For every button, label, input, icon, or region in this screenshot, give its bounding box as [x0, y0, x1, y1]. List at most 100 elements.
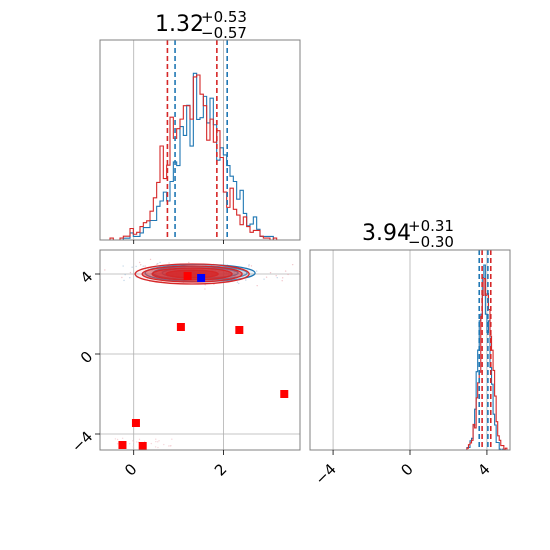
joint-sample-point: [284, 270, 287, 272]
joint-sample-point: [255, 270, 258, 272]
joint-grid: [100, 250, 300, 450]
red-marker-6: [183, 272, 192, 280]
joint-sample-point: [114, 438, 117, 440]
top-hist-blue: [100, 72, 300, 240]
joint-sample-point: [138, 261, 141, 264]
right-grid: [332, 250, 488, 450]
joint-sample-point: [250, 265, 253, 267]
red-marker-1: [235, 326, 244, 334]
joint-sample-point: [238, 282, 240, 285]
top-hist-red: [100, 74, 300, 240]
joint-xtick-label-1: 2: [211, 460, 230, 479]
joint-sample-point: [269, 271, 272, 274]
joint-sample-point: [138, 438, 141, 441]
joint-ytick-label-2: −4: [68, 428, 96, 456]
red-marker-0: [176, 323, 185, 331]
joint-sample-point: [149, 258, 152, 261]
joint-sample-point: [168, 262, 170, 264]
joint-sample-point: [236, 281, 239, 283]
right-title: 3.94: [362, 221, 411, 246]
joint-sample-point: [121, 437, 124, 439]
joint-sample-point: [151, 270, 153, 272]
joint-sample-point: [129, 277, 131, 279]
red-marker-5: [138, 442, 147, 450]
joint-sample-point: [123, 279, 125, 282]
right-hist-blue: [310, 264, 510, 450]
joint-sample-point: [104, 269, 106, 271]
joint-sample-point: [248, 264, 250, 266]
joint-sample-point: [142, 265, 144, 267]
joint-sample-point: [169, 445, 171, 447]
joint-sample-point: [275, 275, 277, 277]
joint-sample-point: [131, 266, 133, 268]
red-marker-4: [118, 441, 127, 449]
joint-sample-point: [132, 446, 134, 448]
joint-sample-point: [133, 441, 135, 443]
joint-ytick-label-1: 0: [77, 348, 96, 367]
joint-sample-point: [281, 277, 284, 279]
joint-sample-point: [155, 438, 157, 440]
right-xtick-label-1: 0: [397, 460, 416, 479]
joint-sample-point: [287, 273, 289, 276]
right-xtick-label-0: −4: [312, 460, 340, 488]
top-title-plus: +0.53: [201, 8, 247, 26]
joint-sample-point: [276, 276, 278, 279]
joint-xtick-label-0: 0: [121, 460, 140, 479]
joint-sample-point: [248, 265, 250, 267]
joint-sample-point: [129, 271, 132, 274]
joint-sample-point: [116, 443, 119, 445]
joint-sample-point: [256, 284, 258, 287]
joint-panel-frame: [99, 249, 301, 451]
joint-sample-point: [233, 271, 236, 273]
joint-panel: 0 2 4 0 −4: [68, 249, 301, 480]
joint-sample-point: [157, 446, 159, 449]
joint-sample-point: [157, 441, 159, 443]
joint-sample-point: [132, 440, 134, 442]
right-title-plus: +0.31: [408, 217, 454, 235]
joint-sample-point: [281, 280, 283, 282]
joint-sample-point: [146, 272, 148, 275]
top-title-value: 1.32: [155, 12, 204, 37]
joint-sample-point: [143, 440, 146, 443]
joint-sample-point: [263, 278, 265, 280]
blue-marker-0: [197, 274, 206, 282]
joint-sample-point: [136, 441, 138, 443]
joint-sample-point: [135, 265, 137, 268]
right-title-minus: −0.30: [408, 233, 454, 251]
joint-sample-point: [154, 446, 157, 448]
joint-sample-point: [150, 272, 152, 275]
red-marker-2: [280, 390, 289, 398]
joint-sample-point: [150, 442, 153, 445]
joint-sample-point: [158, 440, 160, 442]
top-title-minus: −0.57: [201, 24, 247, 42]
joint-sample-point: [128, 442, 131, 445]
joint-sample-point: [159, 261, 161, 264]
joint-sample-point: [168, 445, 170, 447]
joint-sample-point: [188, 261, 190, 264]
top-panel-frame: [99, 39, 301, 241]
joint-sample-point: [265, 276, 268, 278]
right-title-value: 3.94: [362, 221, 411, 246]
joint-sample-point: [163, 443, 165, 446]
joint-sample-point: [245, 279, 247, 281]
red-marker-3: [131, 419, 140, 427]
joint-sample-point: [144, 265, 146, 267]
joint-sample-point: [121, 276, 123, 279]
joint-sample-point: [140, 264, 142, 266]
joint-sample-point: [116, 438, 119, 441]
joint-sample-point: [133, 273, 135, 275]
top-histogram-panel: 1.32 +0.53 −0.57: [99, 8, 301, 244]
joint-ytick-label-0: 4: [77, 268, 96, 287]
top-title: 1.32: [155, 12, 204, 37]
joint-sample-point: [204, 288, 206, 290]
right-histogram-panel: −4 0 4 3.94 +0.31 −0.30: [309, 217, 511, 488]
joint-sample-point: [122, 265, 124, 267]
joint-sample-point: [124, 273, 126, 276]
joint-sample-point: [171, 438, 173, 440]
joint-sample-point: [135, 272, 138, 275]
joint-red-contour-3: [165, 269, 219, 279]
joint-sample-point: [155, 440, 157, 443]
joint-sample-point: [156, 263, 158, 265]
joint-sample-point: [291, 263, 294, 266]
